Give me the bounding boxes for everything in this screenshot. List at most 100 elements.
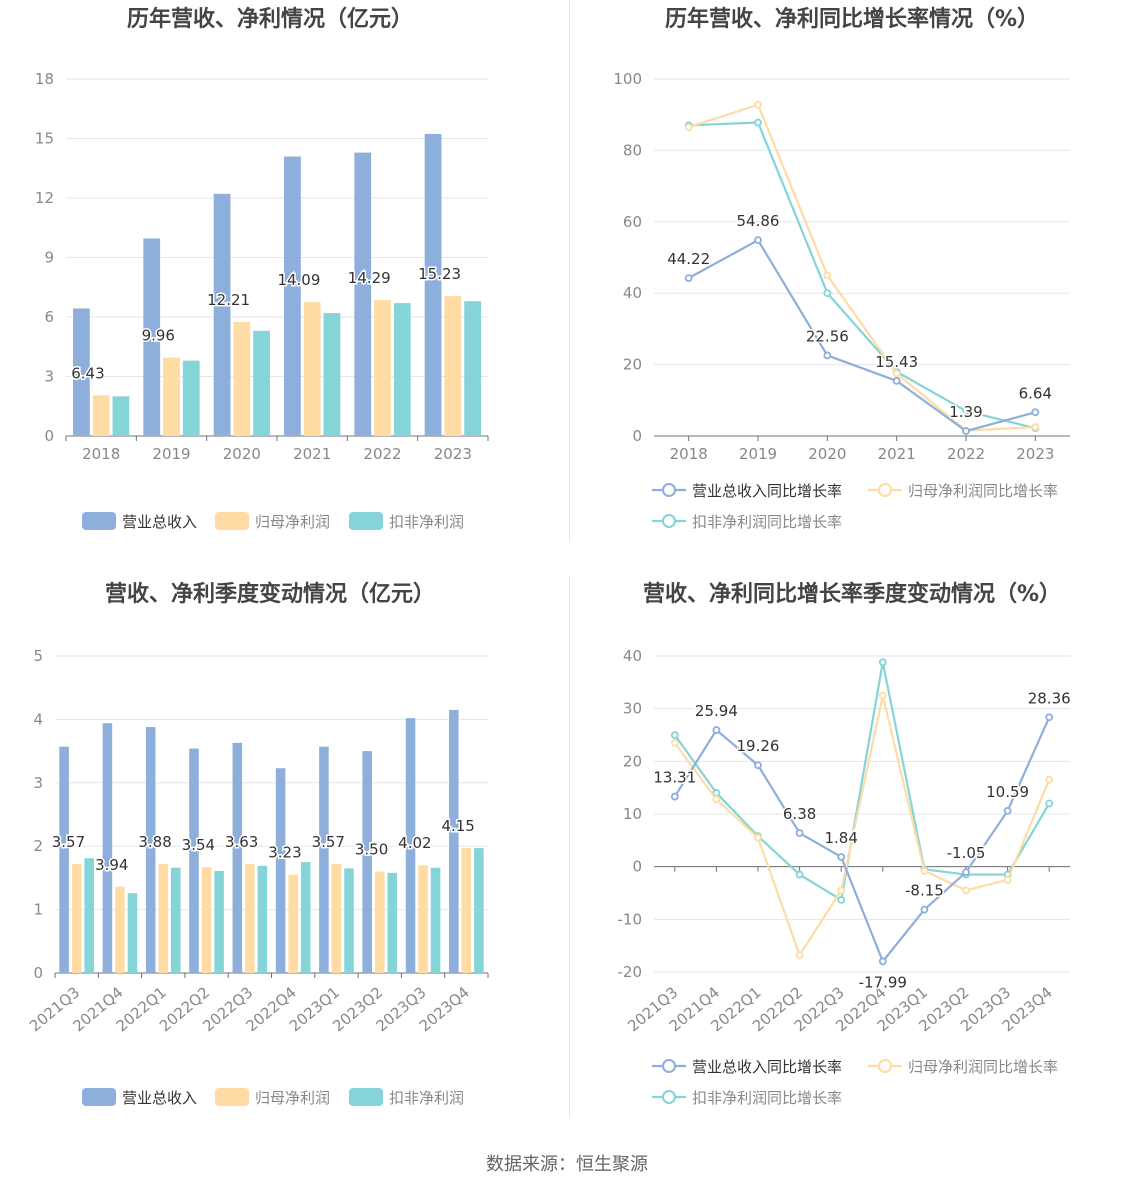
bar-net-profit [245, 863, 255, 973]
bar-net-profit [71, 863, 82, 973]
legend-label: 营业总收入同比增长率 [692, 482, 842, 500]
bar-net-profit [92, 395, 110, 436]
data-label: 1.39 [949, 403, 982, 421]
data-point [754, 833, 762, 842]
bar-revenue [145, 727, 156, 973]
data-label: 13.31 [653, 769, 696, 787]
data-point [670, 731, 679, 739]
series-line-deducted-profit [688, 121, 1036, 430]
x-tick-label: 2022 [363, 445, 401, 463]
bar-net-profit [233, 321, 251, 436]
legend-marker [878, 483, 892, 497]
bar-revenue [362, 751, 372, 973]
legend-marker [662, 483, 676, 497]
bar-revenue [319, 746, 329, 973]
y-tick-label: 40 [623, 647, 642, 665]
bar-revenue [232, 742, 243, 973]
bar-net-profit [163, 357, 180, 436]
data-point [837, 895, 846, 904]
data-point [1045, 713, 1054, 722]
legend-label: 归母净利润同比增长率 [908, 482, 1058, 500]
bar-revenue [143, 238, 161, 436]
y-tick-label: 6 [44, 308, 54, 326]
y-tick-label: 40 [623, 284, 642, 302]
legend-swatch [349, 512, 383, 530]
legend-label: 扣非净利润 [389, 1089, 464, 1107]
data-point [823, 271, 832, 280]
x-tick-label: 2019 [152, 445, 190, 463]
data-label: 6.64 [1019, 384, 1052, 402]
series-line-net-profit [673, 695, 1051, 958]
data-label: 3.88 [138, 833, 171, 851]
annual-growth-svg: 历年营收、净利同比增长率情况（%） 0 20 40 60 80 100 2018 2019 202… [613, 6, 1070, 531]
data-point [712, 795, 721, 804]
series-line-revenue [688, 238, 1036, 433]
annual-amount-svg: 历年营收、净利情况（亿元） 0 3 6 9 12 15 18 2018 2019 2020 2021 2… [35, 6, 489, 531]
chart-title: 营收、净利季度变动情况（亿元） [105, 581, 435, 607]
data-point [892, 369, 901, 378]
legend-label: 扣非净利润 [389, 513, 464, 531]
y-tick-label: 0 [632, 427, 642, 445]
data-point [962, 407, 970, 415]
chart-title: 历年营收、净利同比增长率情况（%） [665, 6, 1039, 32]
bar-deducted-profit [171, 867, 181, 973]
data-label: 6.43 [71, 364, 104, 382]
data-label: 12.21 [207, 291, 250, 309]
data-label: 3.57 [52, 833, 85, 851]
legend-swatch [215, 1088, 249, 1106]
data-point [920, 866, 929, 875]
bar-revenue [213, 193, 231, 436]
data-point [670, 738, 679, 747]
y-tick-label: 15 [35, 130, 54, 148]
legend-label: 归母净利润同比增长率 [908, 1058, 1058, 1076]
bar-deducted-profit [430, 867, 441, 973]
y-tick-label: 100 [613, 70, 642, 88]
data-point [837, 853, 846, 861]
y-tick-label: 30 [623, 700, 642, 718]
y-tick-label: 10 [623, 805, 642, 823]
bar-net-profit [374, 300, 391, 436]
data-label: 4.02 [398, 834, 431, 852]
data-point [823, 289, 832, 298]
legend-item: 扣非净利润同比增长率 [652, 1089, 842, 1107]
data-point [1031, 423, 1040, 431]
x-tick-label: 2021 [878, 445, 916, 463]
data-point [684, 123, 693, 132]
data-point [795, 829, 804, 837]
bar-deducted-profit [393, 303, 411, 436]
data-source: 数据来源：恒生聚源 [486, 1154, 648, 1175]
chart-title: 营收、净利同比增长率季度变动情况（%） [643, 581, 1061, 607]
bar-net-profit [288, 874, 298, 973]
data-label: -1.05 [947, 844, 986, 862]
bar-net-profit [461, 848, 472, 973]
legend-label: 营业总收入 [122, 1089, 197, 1107]
data-point [823, 351, 832, 360]
bar-net-profit [158, 863, 169, 973]
data-label: 28.36 [1028, 689, 1071, 707]
legend-marker [662, 1059, 676, 1073]
data-point [892, 377, 901, 385]
bar-revenue [189, 748, 199, 973]
y-tick-label: 9 [44, 249, 54, 267]
legend-item: 扣非净利润 [349, 1088, 464, 1107]
data-point [754, 118, 762, 127]
data-point [684, 274, 693, 283]
bar-net-profit [331, 863, 342, 973]
y-tick-label: 1 [33, 901, 43, 919]
annual-amount-chart: 历年营收、净利情况（亿元） 0 3 6 9 12 15 18 2018 2019 2020 2021 2… [0, 0, 569, 545]
x-tick-label: 2023 [1016, 445, 1054, 463]
data-label: 44.22 [667, 250, 710, 268]
data-point [962, 427, 970, 435]
bar-deducted-profit [344, 868, 354, 973]
y-tick-label: 12 [35, 189, 54, 207]
chart-title: 历年营收、净利情况（亿元） [127, 6, 413, 32]
quarterly-amount-svg: 营收、净利季度变动情况（亿元）0123452021Q32021Q42022Q12… [26, 581, 489, 1107]
x-tick-label: 2019 [739, 445, 777, 463]
y-tick-label: 0 [632, 858, 642, 876]
data-point [1031, 408, 1040, 417]
data-label: -8.15 [905, 882, 944, 900]
legend-swatch [82, 1088, 116, 1106]
data-label: -17.99 [859, 973, 907, 991]
legend-swatch [215, 512, 249, 530]
bar-deducted-profit [127, 893, 138, 973]
